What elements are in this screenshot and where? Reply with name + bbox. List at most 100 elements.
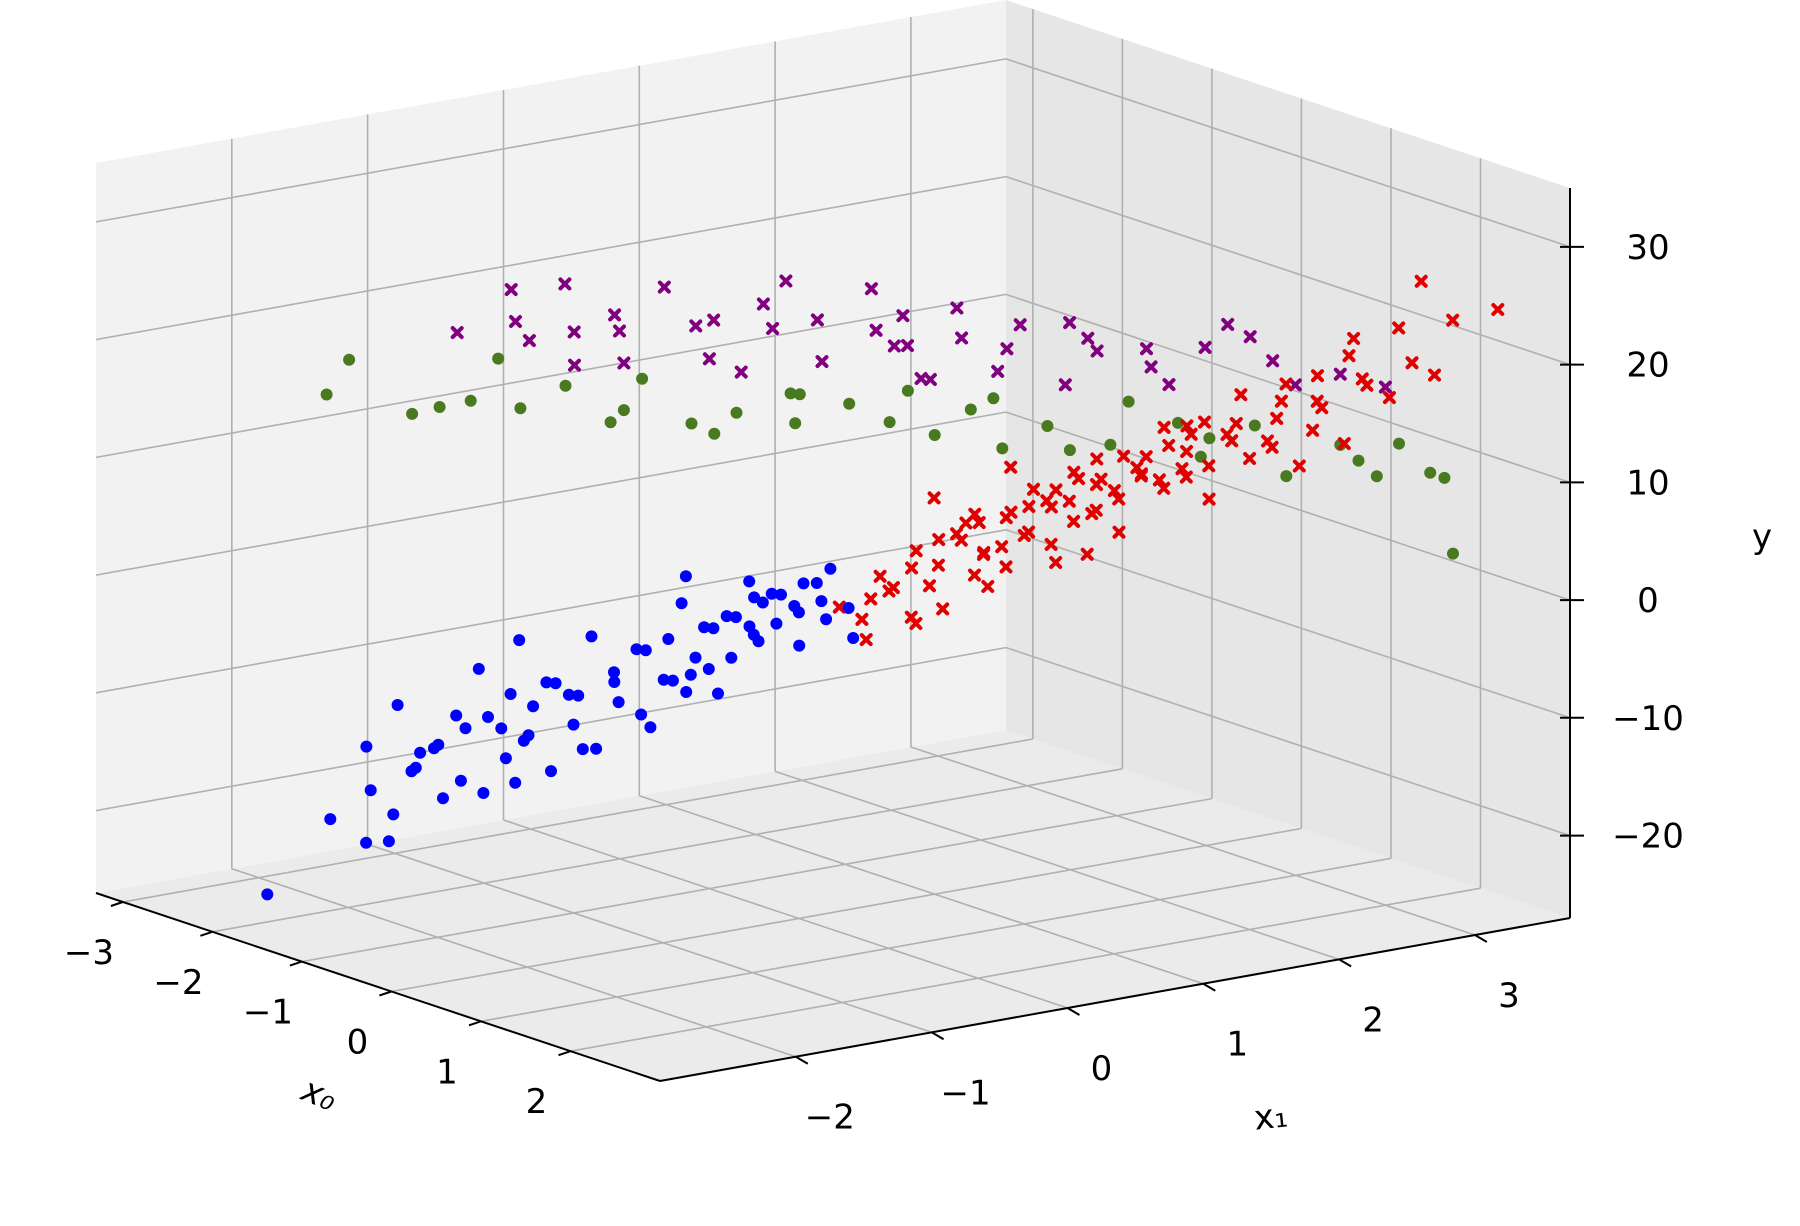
data-point-green	[1172, 416, 1184, 429]
data-point-blue	[675, 597, 688, 610]
x-tick-mark	[110, 901, 124, 907]
data-point-blue	[572, 689, 585, 702]
grid-line-z	[1005, 58, 1571, 248]
data-point-blue	[639, 644, 652, 657]
data-point-green	[1041, 420, 1054, 432]
grid-line-x	[480, 857, 1392, 1023]
grid-line-x	[570, 887, 1481, 1052]
grid-line-z	[95, 529, 1007, 694]
data-point-purple	[657, 280, 671, 294]
data-point-blue	[770, 617, 783, 630]
data-point-red	[1112, 525, 1126, 539]
x-tick-label: −3	[64, 933, 114, 973]
data-point-blue	[820, 613, 833, 626]
grid-line-x	[391, 827, 1302, 993]
data-point-blue	[405, 765, 418, 778]
grid-line-y	[367, 843, 932, 1034]
data-point-green	[604, 416, 617, 429]
data-point-blue	[360, 836, 373, 849]
data-point-green	[1393, 437, 1405, 450]
y-tick-label: 0	[1091, 1049, 1113, 1089]
grid-line-y	[231, 867, 797, 1058]
y-tick-label: −1	[941, 1073, 991, 1113]
data-point-blue	[414, 746, 427, 759]
data-point-green	[843, 397, 856, 410]
data-point-red	[950, 527, 964, 541]
data-point-red	[1067, 514, 1081, 528]
data-point-blue	[644, 721, 657, 734]
data-point-blue	[657, 673, 670, 686]
data-point-purple	[1243, 330, 1257, 344]
x-axis-label: x₀	[295, 1070, 343, 1120]
data-point-purple	[1162, 378, 1176, 392]
data-point-red	[1292, 459, 1306, 473]
data-point-green	[1352, 454, 1365, 467]
data-point-red	[968, 568, 981, 582]
data-point-red	[1175, 462, 1189, 476]
data-point-blue	[689, 651, 702, 664]
data-point-purple	[756, 297, 770, 311]
grid-line-y	[639, 794, 1204, 985]
y-tick-label: 2	[1362, 1000, 1384, 1040]
grid-line-z	[1005, 646, 1571, 837]
data-point-green	[987, 392, 1000, 405]
grid-line-x	[301, 797, 1213, 963]
data-point-red	[909, 617, 923, 630]
data-point-red	[1117, 449, 1131, 463]
data-point-blue	[495, 722, 508, 735]
x-tick-label: 2	[526, 1082, 548, 1122]
y-tick-label: −2	[805, 1098, 855, 1138]
data-point-red	[1414, 274, 1428, 288]
data-point-blue	[459, 722, 472, 735]
data-point-blue	[540, 676, 553, 689]
data-point-blue	[725, 651, 738, 664]
data-point-purple	[689, 319, 703, 333]
data-point-purple	[509, 315, 522, 328]
data-point-blue	[712, 687, 724, 700]
data-point-blue	[707, 622, 720, 635]
data-point-blue	[364, 784, 377, 797]
x-tick-label: −2	[153, 963, 203, 1003]
data-point-green	[559, 379, 572, 392]
data-point-green	[1424, 466, 1437, 479]
data-point-blue	[428, 742, 440, 755]
data-point-red	[832, 600, 846, 614]
data-point-purple	[991, 364, 1005, 378]
data-point-red	[1392, 321, 1406, 335]
data-point-blue	[585, 630, 598, 643]
data-point-blue	[684, 668, 697, 681]
data-point-blue	[662, 633, 675, 645]
data-point-red	[981, 580, 995, 593]
y-tick-mark	[1202, 982, 1216, 992]
data-point-red	[968, 507, 982, 521]
data-point-blue	[360, 740, 373, 753]
data-point-purple	[1090, 344, 1104, 358]
data-point-red	[1311, 369, 1324, 383]
data-point-blue	[720, 610, 733, 623]
data-point-red	[1202, 492, 1216, 506]
data-point-red	[1306, 423, 1320, 437]
data-point-blue	[567, 718, 580, 731]
data-point-purple	[1140, 342, 1153, 356]
data-point-red	[855, 612, 869, 626]
data-point-purple	[613, 324, 626, 338]
data-point-blue	[545, 765, 557, 778]
data-point-purple	[766, 322, 780, 335]
data-point-red	[1049, 556, 1063, 569]
data-point-red	[1491, 303, 1505, 316]
data-point-blue	[810, 577, 823, 589]
data-point-red	[1049, 483, 1063, 497]
y-tick-mark	[931, 1031, 945, 1041]
right-wall-pane	[1006, 0, 1570, 918]
data-point-red	[1157, 420, 1171, 434]
data-point-blue	[847, 632, 860, 644]
x-tick-mark	[468, 1020, 482, 1027]
grid-line-z	[95, 646, 1007, 812]
grid-line-z	[1005, 529, 1571, 719]
data-point-purple	[734, 365, 748, 379]
data-point-blue	[608, 676, 621, 688]
grid-line-x	[212, 768, 1123, 933]
data-point-purple	[1063, 316, 1077, 330]
data-point-purple	[702, 352, 716, 366]
